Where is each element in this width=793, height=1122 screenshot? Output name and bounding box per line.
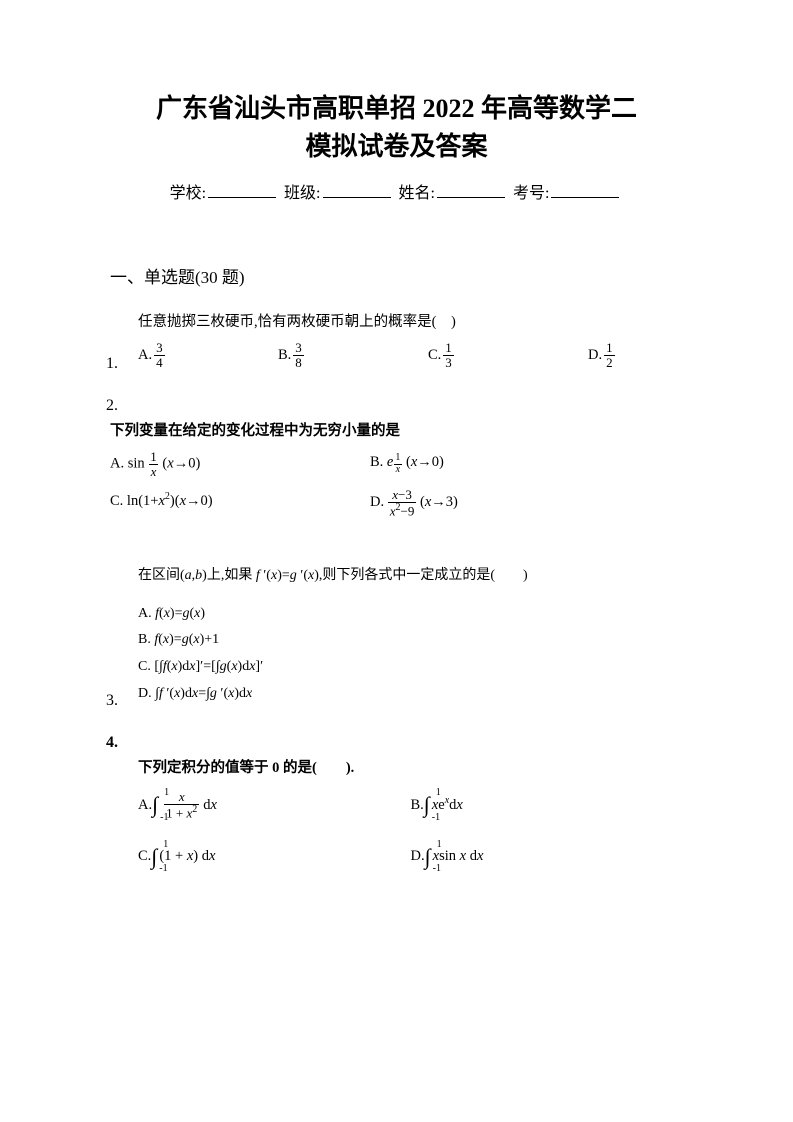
q2-option-c[interactable]: C. ln(1+x2)(x→0): [110, 488, 370, 518]
q2-number: 2.: [106, 397, 118, 415]
student-info-line: 学校: 班级: 姓名: 考号:: [110, 179, 683, 203]
blank-school[interactable]: [208, 182, 276, 198]
integral-icon: ∫1-1: [424, 786, 430, 823]
q4-number: 4.: [106, 734, 118, 752]
title-line-2: 模拟试卷及答案: [110, 128, 683, 166]
q4-option-b[interactable]: B. ∫1-1 xexdx: [411, 786, 684, 823]
q2-option-b[interactable]: B. e1x (x→0): [370, 450, 630, 478]
q2-option-a[interactable]: A. sin 1x (x→0): [110, 450, 370, 478]
q4-option-d[interactable]: D. ∫1-1 xsin x dx: [411, 838, 684, 875]
question-1: 任意抛掷三枚硬币,恰有两枚硬币朝上的概率是( ) A. 34 B. 38 C. …: [110, 310, 683, 369]
q1-option-b[interactable]: B. 38: [278, 341, 428, 369]
label-name: 姓名:: [399, 185, 435, 202]
question-3: 在区间(a,b)上,如果 f ′(x)=g ′(x),则下列各式中一定成立的是(…: [110, 564, 683, 706]
label-examno: 考号:: [513, 185, 549, 202]
blank-class[interactable]: [323, 182, 391, 198]
q3-option-c[interactable]: C. [∫f(x)dx]′=[∫g(x)dx]′: [138, 655, 683, 679]
blank-examno[interactable]: [551, 182, 619, 198]
question-2: 2. 下列变量在给定的变化过程中为无穷小量的是 A. sin 1x (x→0) …: [110, 419, 683, 518]
question-4: 4. 下列定积分的值等于 0 的是( ). A. ∫1-1 x1 + x2 dx…: [110, 756, 683, 875]
q1-option-a[interactable]: A. 34: [138, 341, 278, 369]
q2-option-d[interactable]: D. x−3x2−9 (x→3): [370, 488, 630, 518]
q4-option-c[interactable]: C. ∫1-1 (1 + x) dx: [138, 838, 411, 875]
q1-number: 1.: [106, 355, 118, 373]
q3-stem: 在区间(a,b)上,如果 f ′(x)=g ′(x),则下列各式中一定成立的是(…: [138, 564, 683, 588]
integral-icon: ∫1-1: [152, 786, 158, 823]
q1-option-d[interactable]: D. 12: [588, 341, 668, 369]
q3-option-a[interactable]: A. f(x)=g(x): [138, 602, 683, 626]
title-line-1: 广东省汕头市高职单招 2022 年高等数学二: [110, 90, 683, 128]
section-title: 一、单选题(30 题): [110, 263, 683, 288]
integral-icon: ∫1-1: [151, 838, 157, 875]
label-school: 学校:: [170, 185, 206, 202]
exam-title: 广东省汕头市高职单招 2022 年高等数学二 模拟试卷及答案: [110, 90, 683, 165]
q3-option-b[interactable]: B. f(x)=g(x)+1: [138, 628, 683, 652]
q1-stem: 任意抛掷三枚硬币,恰有两枚硬币朝上的概率是( ): [138, 310, 683, 335]
q1-options: A. 34 B. 38 C. 13 D. 12: [138, 341, 683, 369]
integral-icon: ∫1-1: [425, 838, 431, 875]
blank-name[interactable]: [437, 182, 505, 198]
q2-stem: 下列变量在给定的变化过程中为无穷小量的是: [110, 419, 683, 444]
q4-stem: 下列定积分的值等于 0 的是( ).: [138, 756, 683, 781]
q3-number: 3.: [106, 692, 118, 710]
label-class: 班级:: [284, 185, 320, 202]
q1-option-c[interactable]: C. 13: [428, 341, 588, 369]
q3-option-d[interactable]: D. ∫f ′(x)dx=∫g ′(x)dx: [138, 682, 683, 706]
q4-option-a[interactable]: A. ∫1-1 x1 + x2 dx: [138, 786, 411, 823]
